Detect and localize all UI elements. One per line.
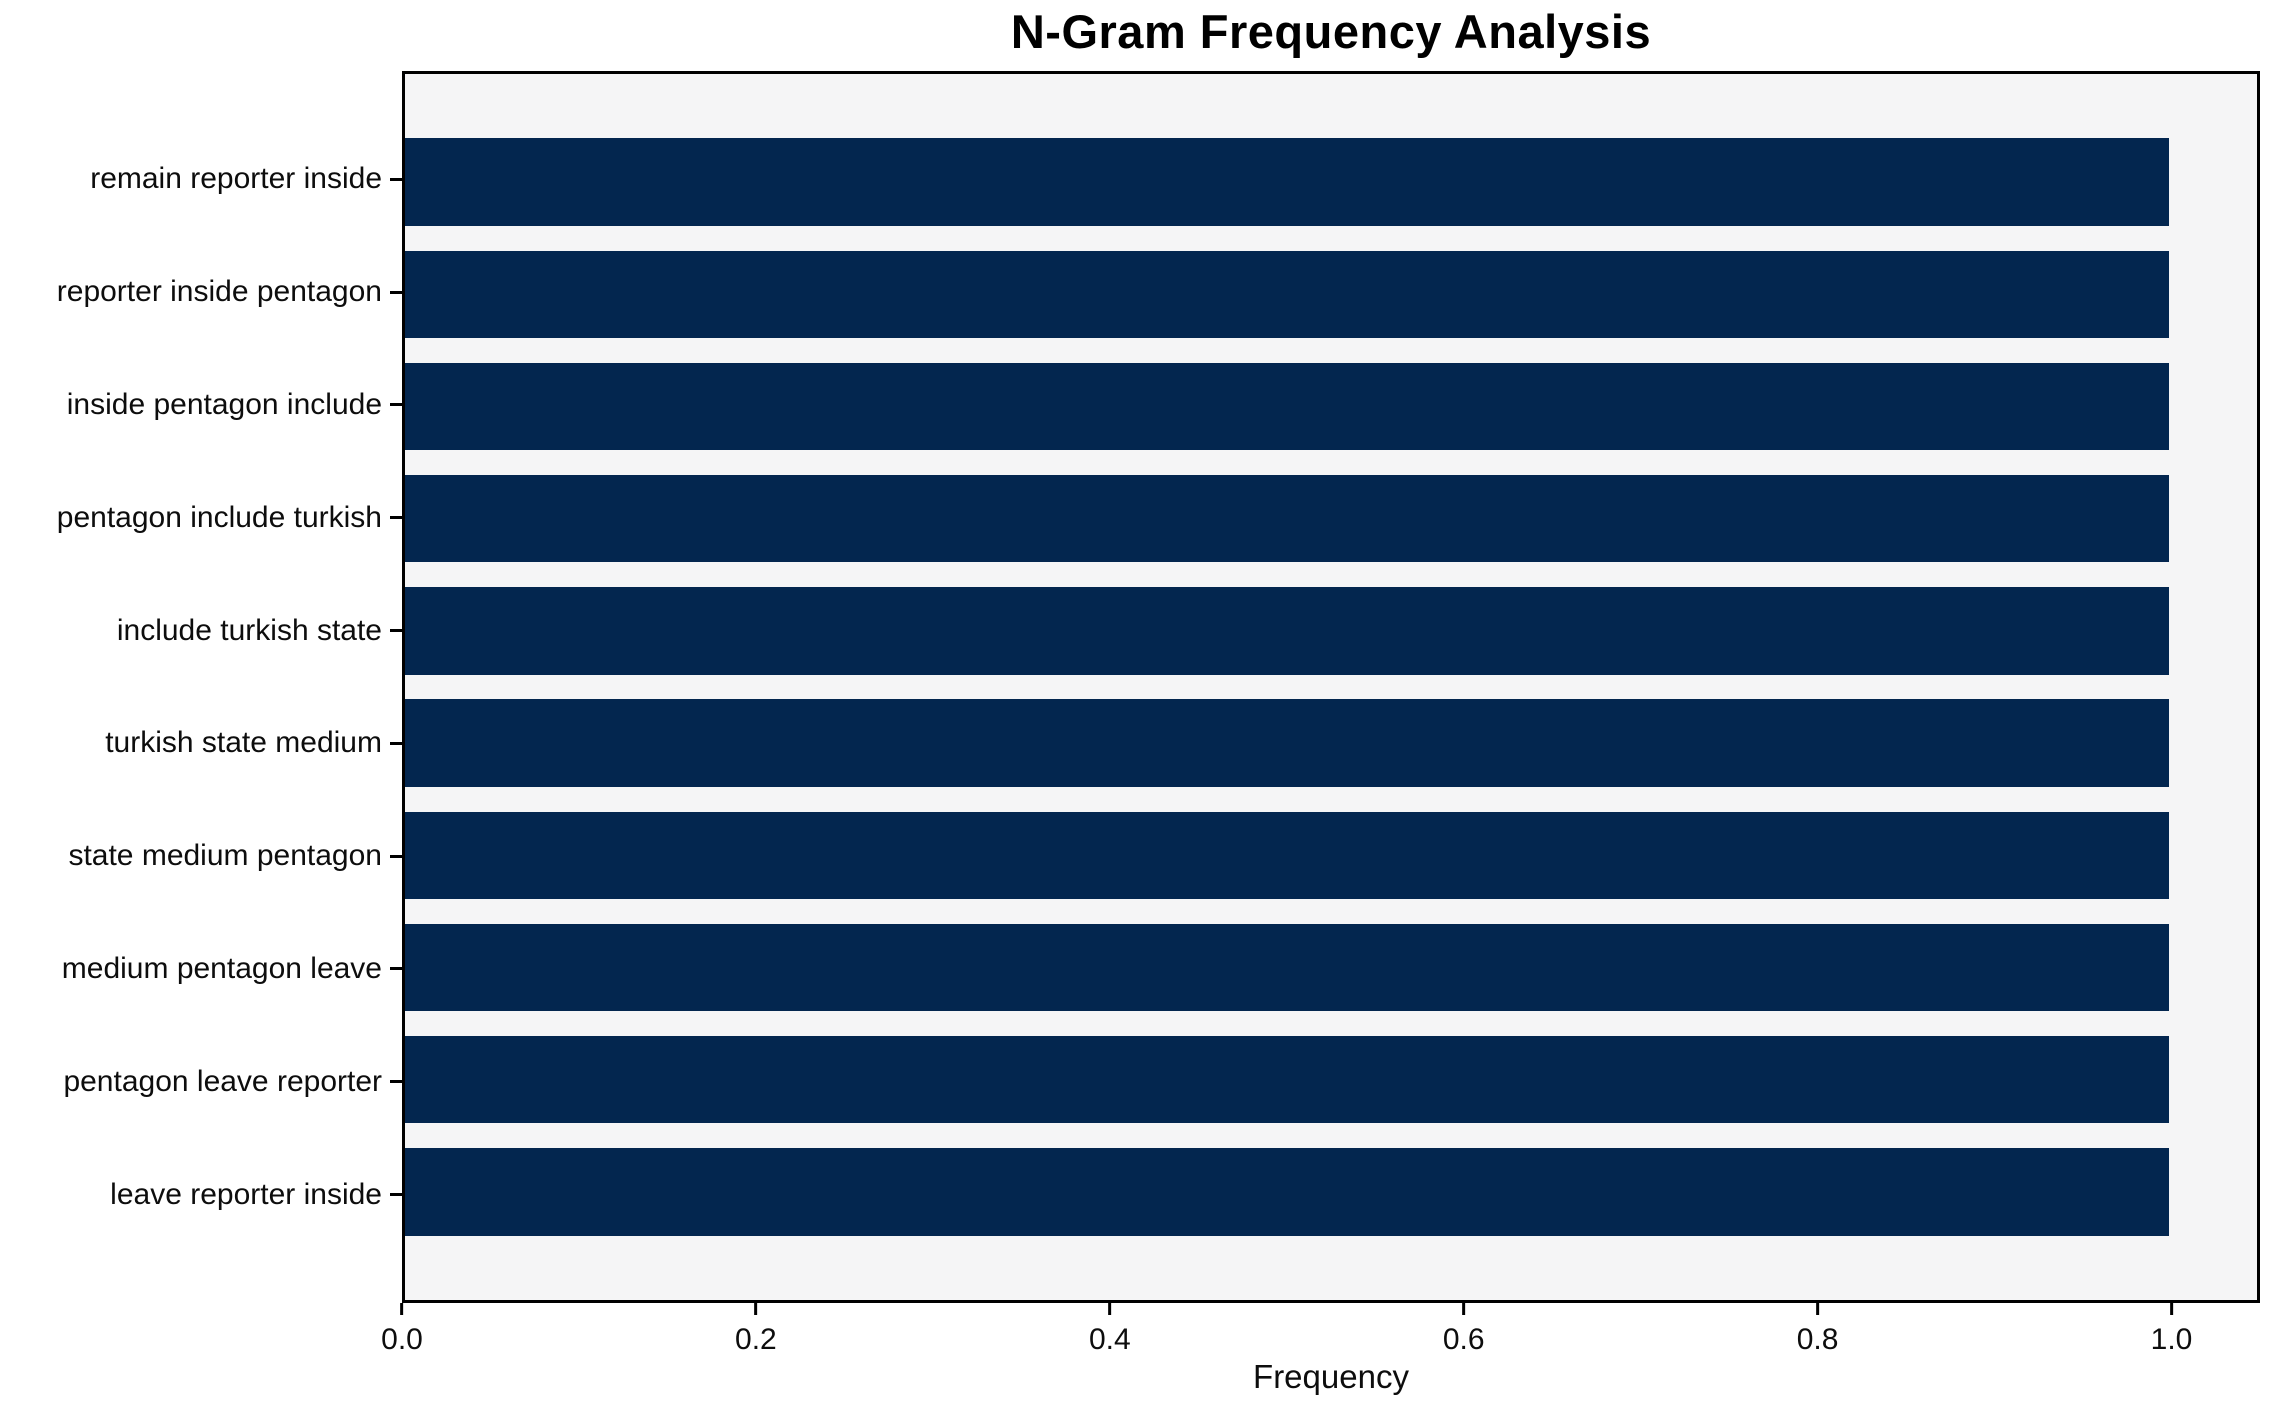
bar-row bbox=[405, 350, 2257, 462]
x-tick-mark-icon bbox=[1816, 1303, 1820, 1315]
bar bbox=[405, 250, 2169, 339]
y-tick-label: pentagon include turkish bbox=[56, 500, 382, 534]
y-tick-mark-icon bbox=[390, 516, 402, 520]
y-tick-label: reporter inside pentagon bbox=[56, 275, 382, 309]
bar-row bbox=[405, 575, 2257, 687]
x-axis-title: Frequency bbox=[1253, 1358, 1409, 1395]
y-tick-label: include turkish state bbox=[116, 613, 382, 647]
y-tick-label: inside pentagon include bbox=[66, 387, 382, 421]
bar-row bbox=[405, 238, 2257, 350]
x-tick: 0.2 bbox=[735, 1303, 777, 1357]
y-tick-mark-icon bbox=[390, 290, 402, 294]
y-label-row: medium pentagon leave bbox=[0, 913, 402, 1026]
y-label-row: inside pentagon include bbox=[0, 349, 402, 462]
x-tick-label: 0.2 bbox=[735, 1323, 777, 1356]
x-tick: 0.6 bbox=[1443, 1303, 1485, 1357]
y-tick-mark-icon bbox=[390, 741, 402, 745]
bar-row bbox=[405, 911, 2257, 1023]
y-tick-mark-icon bbox=[390, 1193, 402, 1197]
x-tick: 0.0 bbox=[381, 1303, 423, 1357]
plot-area bbox=[402, 71, 2260, 1303]
y-tick-label: medium pentagon leave bbox=[61, 951, 382, 985]
bar bbox=[405, 1035, 2169, 1124]
bar bbox=[405, 587, 2169, 675]
bar-row bbox=[405, 1024, 2257, 1136]
x-tick-label: 1.0 bbox=[2150, 1323, 2193, 1356]
bar-row bbox=[405, 463, 2257, 575]
bar-row bbox=[405, 687, 2257, 799]
y-label-row: include turkish state bbox=[0, 574, 402, 687]
y-label-row: leave reporter inside bbox=[0, 1138, 402, 1251]
y-tick-mark-icon bbox=[390, 403, 402, 407]
x-tick-label: 0.4 bbox=[1088, 1323, 1131, 1356]
y-tick-mark-icon bbox=[390, 629, 402, 633]
y-label-row: pentagon leave reporter bbox=[0, 1025, 402, 1138]
bar-row bbox=[405, 1136, 2257, 1248]
bar bbox=[405, 699, 2169, 787]
bar bbox=[405, 474, 2169, 563]
y-axis-labels: remain reporter inside reporter inside pe… bbox=[0, 71, 402, 1303]
bar bbox=[405, 1148, 2169, 1236]
y-tick-mark-icon bbox=[390, 1080, 402, 1084]
bar-row bbox=[405, 799, 2257, 911]
x-tick-mark-icon bbox=[2170, 1303, 2174, 1315]
y-tick-label: remain reporter inside bbox=[90, 162, 382, 196]
y-tick-mark-icon bbox=[390, 177, 402, 181]
y-label-row: remain reporter inside bbox=[0, 123, 402, 236]
y-tick-label: state medium pentagon bbox=[68, 839, 382, 873]
bar bbox=[405, 811, 2169, 900]
x-tick: 1.0 bbox=[2150, 1303, 2193, 1357]
y-label-row: pentagon include turkish bbox=[0, 461, 402, 574]
x-tick-mark-icon bbox=[1108, 1303, 1112, 1315]
y-label-row: turkish state medium bbox=[0, 687, 402, 800]
y-label-row: state medium pentagon bbox=[0, 800, 402, 913]
x-tick-mark-icon bbox=[754, 1303, 758, 1315]
x-tick-label: 0.6 bbox=[1442, 1323, 1485, 1356]
x-tick-label: 0.0 bbox=[381, 1323, 423, 1356]
y-tick-label: leave reporter inside bbox=[110, 1177, 382, 1211]
x-tick: 0.8 bbox=[1796, 1303, 1839, 1357]
y-tick-mark-icon bbox=[390, 854, 402, 858]
x-axis: 0.0 0.2 0.4 0.6 0.8 1.0 bbox=[381, 1303, 2260, 1373]
x-tick-label: 0.8 bbox=[1796, 1323, 1839, 1356]
bar bbox=[405, 362, 2169, 451]
x-tick-mark-icon bbox=[1462, 1303, 1466, 1315]
bars-container bbox=[405, 74, 2257, 1300]
chart-title: N-Gram Frequency Analysis bbox=[1010, 5, 1652, 58]
y-tick-label: turkish state medium bbox=[105, 726, 382, 760]
y-label-row: reporter inside pentagon bbox=[0, 236, 402, 349]
bar-row bbox=[405, 126, 2257, 238]
x-tick-mark-icon bbox=[400, 1303, 404, 1315]
y-tick-label: pentagon leave reporter bbox=[63, 1064, 382, 1098]
x-tick: 0.4 bbox=[1089, 1303, 1131, 1357]
bar bbox=[405, 138, 2169, 226]
y-tick-mark-icon bbox=[390, 967, 402, 971]
bar bbox=[405, 923, 2169, 1012]
